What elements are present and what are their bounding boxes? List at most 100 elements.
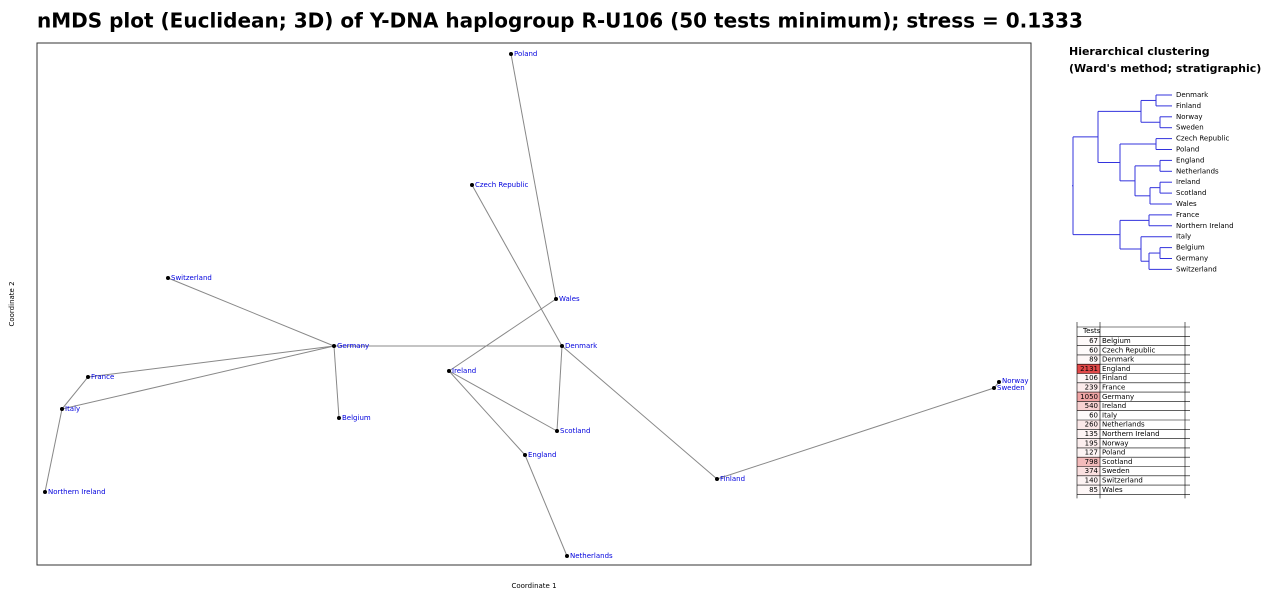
country: France (1102, 383, 1125, 391)
leaf-label: Scotland (1176, 189, 1206, 197)
country: Belgium (1102, 337, 1131, 345)
node-label: England (528, 451, 556, 459)
count: 2131 (1080, 365, 1098, 373)
country: Northern Ireland (1102, 430, 1160, 438)
node-point (43, 490, 47, 494)
edge (561, 345, 718, 480)
dendrogram-title: Hierarchical clustering (1069, 45, 1210, 58)
country: Switzerland (1102, 476, 1143, 484)
node-label: Wales (559, 295, 580, 303)
count-cell (1077, 364, 1100, 374)
leaf-label: Switzerland (1176, 265, 1217, 273)
node-label: Ireland (452, 367, 476, 375)
leaf-label: Netherlands (1176, 167, 1219, 175)
country: Germany (1102, 393, 1134, 401)
edge (448, 298, 557, 372)
node-label: Scotland (560, 427, 590, 435)
country: Sweden (1102, 467, 1130, 475)
node-label: Germany (337, 342, 369, 350)
y-axis-label: Coordinate 2 (8, 281, 16, 326)
node-point (715, 477, 719, 481)
country: Scotland (1102, 458, 1132, 466)
count: 374 (1085, 467, 1099, 475)
node-point (447, 369, 451, 373)
node-point (554, 297, 558, 301)
node-point (332, 344, 336, 348)
leaf-label: Italy (1176, 233, 1191, 241)
plot-frame (36, 42, 1032, 566)
count-cell (1077, 438, 1100, 448)
x-axis-label: Coordinate 1 (511, 582, 556, 590)
edge (167, 277, 335, 347)
leaf-label: Ireland (1176, 178, 1200, 186)
edge (448, 370, 526, 456)
node-point (86, 375, 90, 379)
leaf-label: Norway (1176, 113, 1203, 121)
node-point (555, 429, 559, 433)
node-point (565, 554, 569, 558)
node-label: Czech Republic (475, 181, 528, 189)
node-point (997, 380, 1001, 384)
count: 89 (1089, 356, 1098, 364)
country: Denmark (1102, 356, 1135, 364)
count-cell (1077, 466, 1100, 476)
edge (510, 53, 557, 300)
node-label: Denmark (565, 342, 598, 350)
leaf-label: England (1176, 156, 1204, 164)
node-label: Netherlands (570, 552, 613, 560)
count: 60 (1089, 411, 1098, 419)
node-point (337, 416, 341, 420)
country: Czech Republic (1102, 346, 1155, 354)
leaf-label: Belgium (1176, 244, 1205, 252)
node-label: Northern Ireland (48, 488, 106, 496)
node-point (509, 52, 513, 56)
node-point (60, 407, 64, 411)
edge (448, 370, 558, 432)
count-cell (1077, 429, 1100, 439)
count-cell (1077, 382, 1100, 393)
table-header: Tests (1082, 327, 1101, 335)
node-point (166, 276, 170, 280)
count: 60 (1089, 346, 1098, 354)
count-cell (1077, 401, 1100, 411)
count-cell (1077, 447, 1100, 458)
leaf-label: Northern Ireland (1176, 222, 1234, 230)
node-point (992, 386, 996, 390)
node-label: France (91, 373, 114, 381)
count-cell (1077, 475, 1100, 486)
node-point (560, 344, 564, 348)
leaf-label: France (1176, 211, 1199, 219)
leaf-label: Sweden (1176, 124, 1204, 132)
count: 239 (1085, 383, 1098, 391)
count: 127 (1085, 449, 1098, 457)
count: 540 (1085, 402, 1098, 410)
leaf-label: Finland (1176, 102, 1201, 110)
count: 1050 (1080, 393, 1098, 401)
edge (87, 345, 335, 378)
node-label: Poland (514, 50, 537, 58)
dendrogram-title: (Ward's method; stratigraphic) (1069, 62, 1261, 75)
country: Italy (1102, 411, 1117, 419)
count-cell (1077, 457, 1100, 467)
country: Norway (1102, 439, 1129, 447)
leaf-label: Wales (1176, 200, 1197, 208)
count: 106 (1085, 374, 1099, 382)
edge (333, 345, 340, 419)
edge (471, 184, 563, 347)
count-cell (1077, 392, 1100, 402)
country: Ireland (1102, 402, 1126, 410)
leaf-label: Germany (1176, 255, 1208, 263)
node-label: Finland (720, 475, 745, 483)
node-label: Italy (65, 405, 80, 413)
count: 260 (1085, 421, 1098, 429)
country: Wales (1102, 486, 1123, 494)
count-cell (1077, 373, 1100, 383)
leaf-label: Denmark (1176, 91, 1209, 99)
node-label: Norway (1002, 377, 1029, 385)
node-label: Belgium (342, 414, 371, 422)
count: 135 (1085, 430, 1098, 438)
country: England (1102, 365, 1130, 373)
count: 67 (1089, 337, 1098, 345)
